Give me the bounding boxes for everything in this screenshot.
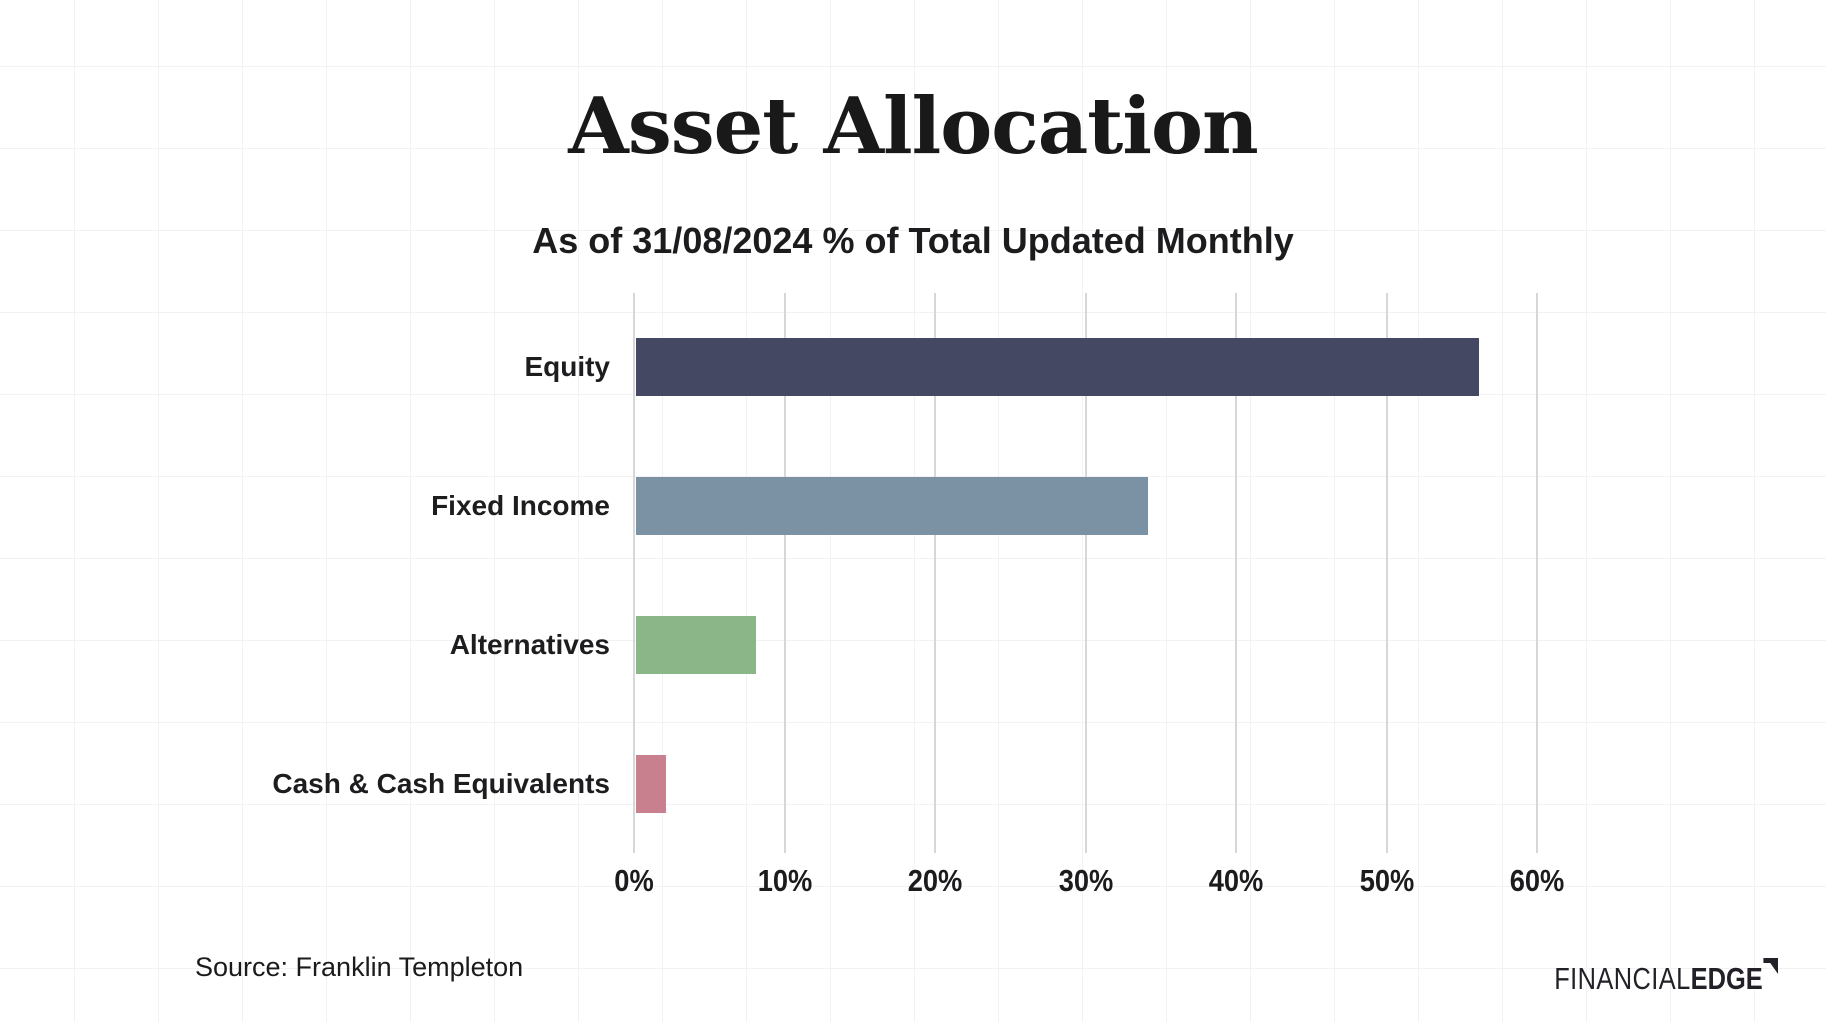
x-tick-label-30: 30% (1058, 863, 1113, 898)
bar-fixed-income (636, 476, 1148, 535)
x-tick-label-60: 60% (1509, 863, 1565, 898)
gridline-10 (783, 293, 786, 853)
chart-bars-area: Equity Fixed Income Alternatives Cash & Cas… (0, 297, 1826, 854)
x-tick-label-0: 0% (614, 863, 654, 898)
gridline-40 (1235, 293, 1237, 853)
chart-title: Asset Allocation (568, 81, 1258, 172)
category-label-alternatives: Alternatives (449, 629, 610, 661)
x-tick-label-50: 50% (1359, 863, 1414, 898)
gridline-30 (1084, 293, 1087, 853)
chart-row-equity: Equity (0, 297, 1826, 436)
x-tick-label-10: 10% (757, 863, 812, 898)
gridline-60 (1536, 293, 1538, 853)
chart-gridlines (0, 293, 1826, 853)
category-label-equity: Equity (524, 350, 610, 382)
category-label-cash-cash-equivalents: Cash & Cash Equivalents (272, 768, 610, 800)
gridline-20 (934, 293, 936, 853)
x-axis: 0% 10% 20% 30% 40% 50% 60% (0, 863, 1826, 907)
gridline-50 (1385, 293, 1388, 853)
bar-chart: Equity Fixed Income Alternatives Cash & Cas… (0, 293, 1826, 913)
x-tick-label-40: 40% (1208, 863, 1264, 898)
chart-row-alternatives: Alternatives (0, 576, 1826, 715)
chart-subtitle: As of 31/08/2024 % of Total Updated Mont… (532, 220, 1294, 261)
bar-alternatives (636, 616, 757, 675)
bar-equity (636, 337, 1479, 396)
logo-text-financial: FINANCIAL (1553, 961, 1691, 996)
financial-edge-logo: FINANCIAL EDGE (1553, 958, 1778, 997)
category-label-fixed-income: Fixed Income (431, 489, 610, 521)
logo-text-edge: EDGE (1690, 961, 1763, 996)
chart-row-cash-cash-equivalents: Cash & Cash Equivalents (0, 715, 1826, 854)
chart-row-fixed-income: Fixed Income (0, 436, 1826, 575)
source-note: Source: Franklin Templeton (195, 952, 524, 982)
gridline-0 (633, 293, 635, 853)
logo-corner-bracket-icon (1763, 958, 1778, 974)
bar-cash-cash-equivalents (636, 755, 667, 814)
x-tick-label-20: 20% (907, 863, 963, 898)
